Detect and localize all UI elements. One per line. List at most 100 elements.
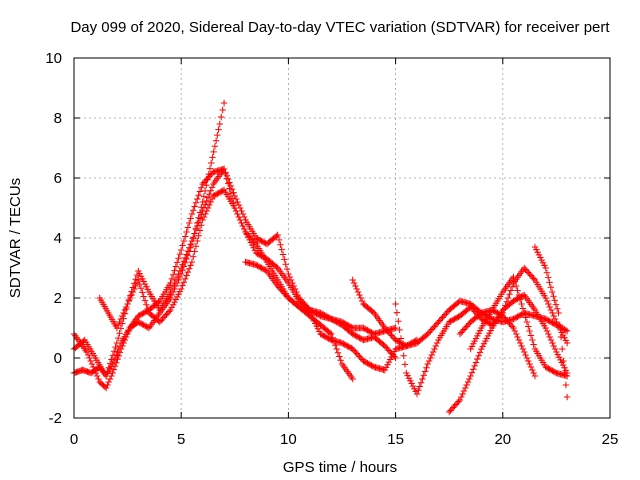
data-point (448, 405, 456, 413)
data-point (325, 314, 332, 321)
data-point (446, 408, 453, 416)
data-point (452, 401, 460, 408)
data-point (464, 378, 472, 386)
data-point (400, 352, 407, 359)
data-point (523, 267, 531, 275)
data-point (519, 292, 527, 299)
data-point (207, 198, 214, 206)
data-point (139, 310, 146, 317)
data-point (199, 207, 206, 215)
data-point (318, 310, 326, 317)
data-point (277, 285, 284, 293)
data-point (116, 349, 124, 356)
data-point (470, 306, 477, 314)
data-point (86, 354, 93, 362)
data-point (116, 318, 123, 326)
data-point (184, 224, 192, 231)
data-point (542, 363, 549, 371)
data-point (504, 294, 512, 302)
data-point (527, 332, 535, 339)
x-tick-label: 25 (602, 431, 619, 448)
data-point (523, 354, 531, 362)
data-point (344, 321, 351, 329)
data-point (228, 186, 236, 193)
data-point (285, 270, 292, 278)
data-point (401, 361, 409, 368)
data-point (239, 222, 247, 230)
data-point (202, 210, 209, 218)
data-point (121, 336, 129, 344)
data-point (356, 291, 363, 299)
data-point (369, 363, 377, 370)
data-point (529, 366, 536, 374)
data-point (203, 197, 210, 205)
data-point (353, 333, 360, 340)
data-point (195, 192, 202, 199)
data-point (550, 320, 557, 327)
data-point (529, 273, 536, 281)
data-point (324, 313, 331, 320)
data-point (526, 360, 533, 368)
data-point (547, 284, 555, 291)
data-point (320, 311, 327, 318)
data-point (543, 297, 551, 305)
data-point (435, 318, 442, 326)
data-point (113, 339, 121, 347)
data-point (484, 319, 492, 326)
data-point (460, 387, 468, 395)
data-point (527, 272, 535, 279)
data-point (423, 364, 430, 371)
data-point (282, 291, 289, 299)
data-point (506, 320, 513, 327)
data-point (433, 339, 441, 347)
data-point (212, 137, 220, 144)
data-point (253, 249, 260, 257)
series-arc-8 (446, 291, 571, 416)
data-point (350, 331, 358, 338)
data-point (194, 222, 201, 230)
data-point (561, 369, 568, 377)
data-point (333, 345, 340, 353)
data-point (549, 309, 556, 317)
data-point (259, 265, 267, 272)
data-point (106, 375, 114, 383)
data-point (519, 345, 527, 353)
data-point (346, 344, 354, 351)
data-point (186, 219, 193, 227)
data-point (431, 345, 438, 353)
data-point (169, 282, 177, 290)
data-point (452, 315, 460, 322)
data-point (542, 324, 549, 332)
data-point (195, 219, 202, 226)
data-point (286, 273, 293, 281)
data-point (525, 269, 532, 276)
data-point (317, 330, 324, 338)
data-point (357, 294, 364, 302)
data-point (93, 372, 101, 380)
data-point (352, 348, 359, 356)
data-point (531, 372, 539, 380)
x-tick-label: 15 (387, 431, 404, 448)
data-point (510, 324, 517, 332)
data-point (546, 366, 553, 373)
data-point (431, 323, 438, 330)
data-point (388, 332, 395, 339)
data-point (526, 327, 533, 335)
data-point (357, 335, 364, 342)
data-point (198, 222, 205, 229)
data-point (115, 321, 122, 329)
y-tick-label: 8 (54, 110, 62, 127)
data-point (508, 283, 516, 290)
data-point (273, 263, 280, 271)
data-point (281, 256, 288, 263)
data-point (362, 326, 370, 333)
data-point (432, 321, 439, 329)
data-point (236, 204, 244, 212)
data-point (108, 356, 115, 363)
data-point (550, 293, 557, 300)
data-point (111, 348, 118, 355)
data-point (419, 375, 426, 383)
data-point (236, 216, 244, 224)
x-axis-label: GPS time / hours (283, 459, 397, 476)
data-point (194, 195, 201, 203)
